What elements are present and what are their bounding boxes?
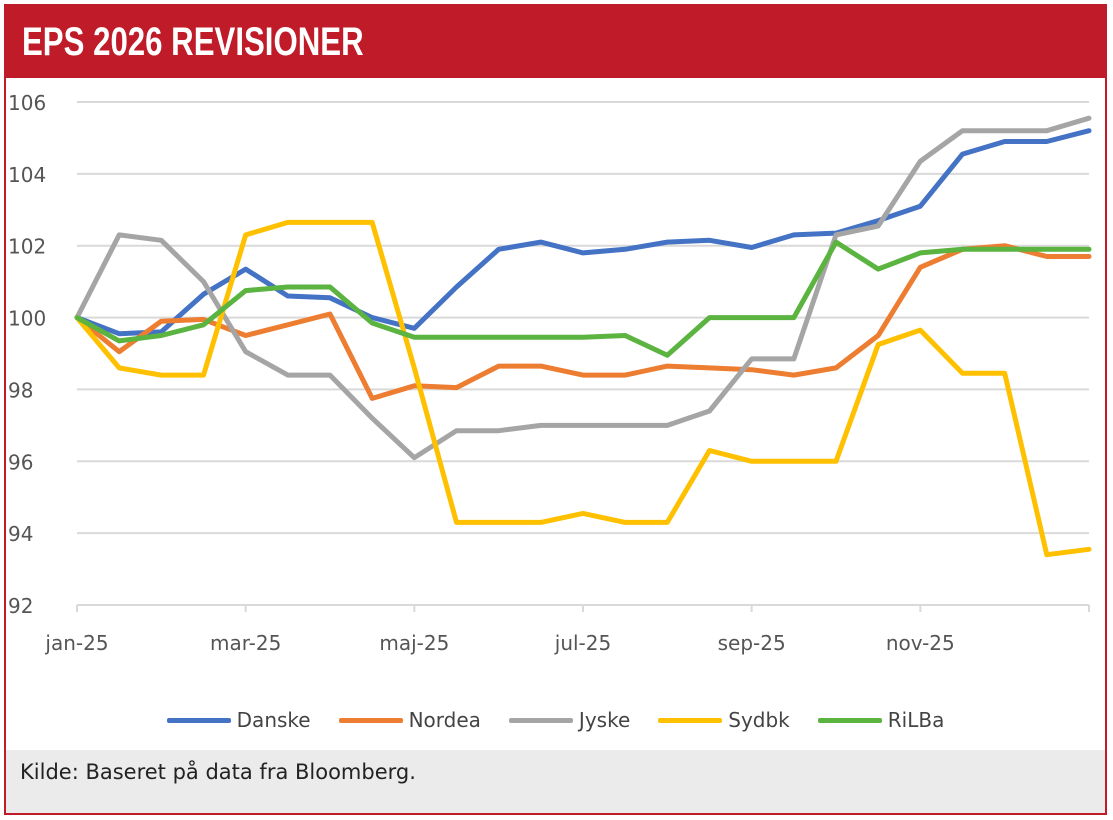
series-line-jyske [74,115,1092,461]
series-line-nordea [74,243,1092,401]
source-note: Kilde: Baseret på data fra Bloomberg. [20,760,416,784]
legend-label: Sydbk [728,708,790,732]
chart-frame: EPS 2026 REVISIONER 92 94 96 98 100 102 104 106… [4,4,1107,815]
x-tick-label: sep-25 [718,631,786,655]
legend-swatch-icon [166,717,231,723]
y-tick-label: 104 [8,163,46,187]
y-tick-label: 102 [8,235,46,259]
legend-item-sydbk: Sydbk [658,708,790,732]
y-tick-label: 106 [8,91,46,115]
line-chart: 92 94 96 98 100 102 104 106 jan-25 mar-25 maj-25 ju… [8,91,1092,655]
legend-swatch-icon [508,717,573,723]
y-tick-label: 92 [8,594,33,618]
chart-legend: Danske Nordea Jyske Sydbk RiLBa [6,705,1105,735]
x-tick-label: nov-25 [886,631,955,655]
series-line-rilba [74,239,1092,358]
legend-item-danske: Danske [166,708,311,732]
legend-label: Jyske [578,708,631,732]
legend-swatch-icon [338,717,403,723]
y-tick-label: 98 [8,378,33,402]
x-tick-label: jan-25 [44,631,108,655]
y-tick-label: 96 [8,450,33,474]
x-tick-label: mar-25 [210,631,281,655]
legend-label: Nordea [408,708,481,732]
series-line-sydbk [74,219,1092,558]
legend-item-jyske: Jyske [508,708,631,732]
legend-swatch-icon [817,717,882,723]
source-footer: Kilde: Baseret på data fra Bloomberg. [6,750,1105,813]
legend-label: RiLBa [887,708,945,732]
legend-label: Danske [236,708,311,732]
x-tick-label: maj-25 [379,631,449,655]
chart-area: 92 94 96 98 100 102 104 106 jan-25 mar-25 maj-25 ju… [6,78,1105,752]
chart-title: EPS 2026 REVISIONER [22,20,364,64]
y-tick-label: 100 [8,307,46,331]
header-banner: EPS 2026 REVISIONER [6,6,1105,78]
legend-item-nordea: Nordea [338,708,481,732]
x-tick-label: jul-25 [554,631,611,655]
y-tick-label: 94 [8,522,33,546]
legend-item-rilba: RiLBa [817,708,945,732]
legend-swatch-icon [658,717,723,723]
series-line-danske [74,128,1092,337]
